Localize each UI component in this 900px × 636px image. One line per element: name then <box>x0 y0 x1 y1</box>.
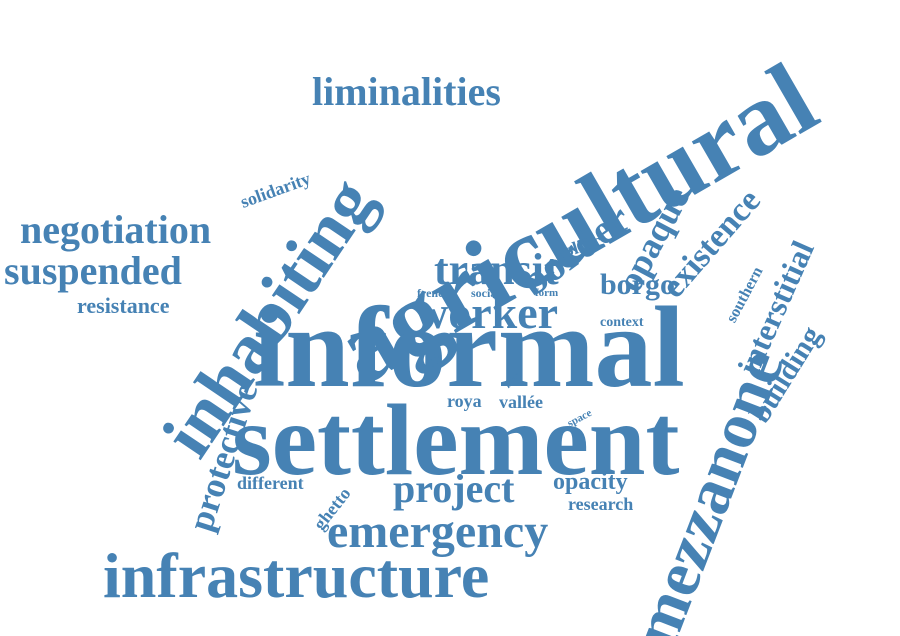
word-roya: roya <box>447 391 482 411</box>
word-research: research <box>568 494 634 514</box>
word-negotiation: negotiation <box>20 207 212 252</box>
word-form: form <box>535 287 559 299</box>
word-project: project <box>393 466 515 511</box>
word-borgo: borgo <box>600 268 675 301</box>
word-informal: informal <box>253 284 685 412</box>
word-resistance: resistance <box>77 293 170 318</box>
word-vallee: vallée <box>499 392 543 412</box>
word-worker: worker <box>415 287 559 338</box>
word-different: different <box>237 473 304 493</box>
word-suspended: suspended <box>4 248 182 293</box>
word-social: social <box>471 286 500 300</box>
word-settlement: settlement <box>232 384 680 497</box>
word-french: french <box>417 286 451 300</box>
word-infrastructure: infrastructure <box>103 540 490 611</box>
word-context: context <box>600 315 644 330</box>
word-liminalities: liminalities <box>312 69 501 114</box>
word-emergency: emergency <box>327 505 549 558</box>
word-transit: transit <box>434 245 559 294</box>
word-opacity: opacity <box>553 469 628 495</box>
